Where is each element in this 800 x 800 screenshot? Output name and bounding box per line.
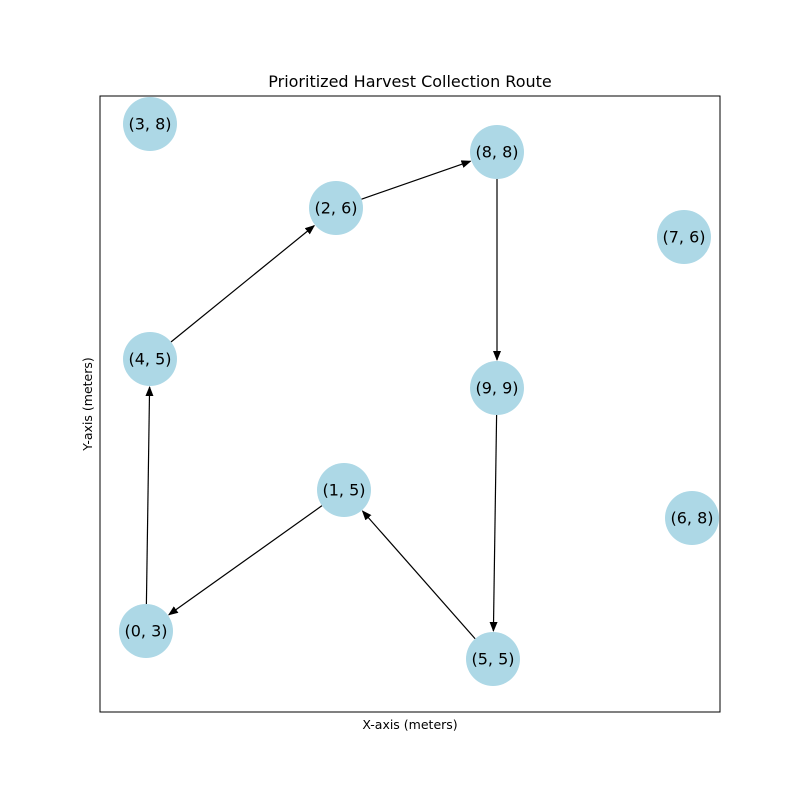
node-label: (5, 5): [471, 650, 514, 669]
node-label: (7, 6): [662, 228, 705, 247]
route-nodes: (3, 8) (8, 8) (2, 6) (7, 6) (4, 5) (9, 9) (1, …: [119, 97, 719, 686]
route-edge-n55-to-n15: [361, 510, 476, 640]
route-edge-n26-to-n88: [361, 160, 472, 200]
node-circle: [665, 491, 719, 545]
route-edge-n45-to-n26: [170, 225, 316, 343]
node-circle: [123, 332, 177, 386]
node-label: (4, 5): [128, 350, 171, 369]
node-n99: (9, 9): [470, 361, 524, 415]
node-label: (6, 8): [670, 509, 713, 528]
node-circle: [470, 361, 524, 415]
route-edge-n99-to-n55: [489, 414, 498, 633]
node-n26: (2, 6): [309, 181, 363, 235]
node-n38: (3, 8): [123, 97, 177, 151]
node-circle: [309, 181, 363, 235]
node-circle: [317, 463, 371, 517]
chart-title: Prioritized Harvest Collection Route: [268, 72, 552, 91]
node-circle: [466, 632, 520, 686]
node-n15: (1, 5): [317, 463, 371, 517]
node-n76: (7, 6): [657, 210, 711, 264]
node-circle: [119, 604, 173, 658]
node-circle: [470, 125, 524, 179]
node-label: (0, 3): [124, 622, 167, 641]
node-label: (2, 6): [314, 199, 357, 218]
route-edges: [145, 160, 501, 640]
node-n03: (0, 3): [119, 604, 173, 658]
x-axis-label: X-axis (meters): [362, 717, 457, 732]
node-n45: (4, 5): [123, 332, 177, 386]
route-edge-n03-to-n45: [145, 385, 154, 605]
node-label: (3, 8): [128, 115, 171, 134]
y-axis-label: Y-axis (meters): [80, 357, 95, 452]
node-n68: (6, 8): [665, 491, 719, 545]
plot-frame: [99, 95, 721, 713]
node-circle: [123, 97, 177, 151]
node-label: (1, 5): [322, 481, 365, 500]
route-edge-n15-to-n03: [167, 505, 323, 616]
node-circle: [657, 210, 711, 264]
node-label: (9, 9): [475, 379, 518, 398]
node-label: (8, 8): [475, 143, 518, 162]
node-n88: (8, 8): [470, 125, 524, 179]
node-n55: (5, 5): [466, 632, 520, 686]
